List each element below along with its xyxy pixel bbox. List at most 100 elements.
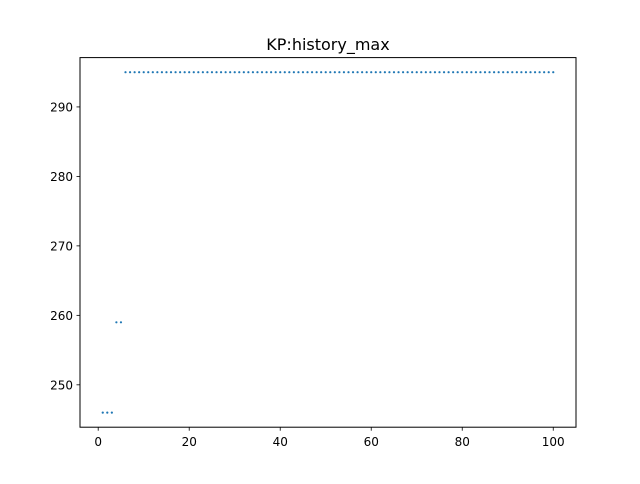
data-point	[370, 71, 373, 74]
data-point	[192, 71, 195, 74]
data-point	[270, 71, 273, 74]
x-tick-label: 60	[364, 435, 379, 449]
data-point	[229, 71, 232, 74]
data-point	[479, 71, 482, 74]
data-point	[511, 71, 514, 74]
data-point	[529, 71, 532, 74]
data-point	[492, 71, 496, 74]
data-point	[452, 71, 455, 74]
data-point	[165, 71, 168, 74]
data-point	[397, 71, 400, 74]
data-point	[320, 71, 323, 74]
data-point	[415, 71, 418, 74]
data-point	[538, 71, 541, 74]
data-point	[288, 71, 291, 74]
data-point	[283, 71, 286, 74]
data-point	[533, 71, 537, 74]
data-point	[547, 71, 550, 74]
data-point	[310, 71, 314, 74]
data-point	[174, 71, 177, 74]
data-point	[119, 321, 123, 324]
data-point	[201, 71, 204, 74]
data-point	[315, 71, 318, 74]
x-tick-label: 40	[273, 435, 288, 449]
data-point	[442, 71, 446, 74]
data-point	[179, 71, 182, 74]
data-point	[342, 71, 346, 74]
data-point	[401, 71, 405, 74]
y-tick-label: 270	[50, 239, 73, 253]
data-point	[324, 71, 327, 74]
data-point	[502, 71, 505, 74]
data-point	[488, 71, 491, 74]
data-point	[301, 71, 305, 74]
data-point	[242, 71, 245, 74]
data-point	[106, 411, 109, 414]
data-point	[260, 71, 264, 74]
data-point	[497, 71, 500, 74]
data-point	[128, 71, 132, 74]
data-point	[361, 71, 364, 74]
data-point	[256, 71, 259, 74]
data-point	[338, 71, 341, 74]
data-point	[224, 71, 227, 74]
data-point	[306, 71, 309, 74]
data-point	[247, 71, 250, 74]
data-point	[188, 71, 191, 74]
data-point	[138, 71, 141, 74]
y-tick-label: 280	[50, 170, 73, 184]
data-point	[515, 71, 518, 74]
data-point	[474, 71, 477, 74]
x-tick-label: 0	[94, 435, 102, 449]
data-point	[470, 71, 473, 74]
data-point	[351, 71, 355, 74]
data-point	[251, 71, 255, 74]
data-point	[406, 71, 409, 74]
y-tick-label: 260	[50, 309, 73, 323]
data-point	[461, 71, 464, 74]
data-point	[329, 71, 332, 74]
data-point	[115, 321, 118, 324]
data-point	[238, 71, 241, 74]
data-point	[219, 71, 223, 74]
data-point	[206, 71, 209, 74]
data-point	[433, 71, 437, 74]
data-point	[142, 71, 145, 74]
data-point	[456, 71, 459, 74]
data-point	[524, 71, 528, 74]
y-tick-label: 290	[50, 100, 73, 114]
y-axis-ticks: 250 260 270 280 290	[50, 100, 80, 392]
plot-area-frame	[79, 57, 577, 428]
data-point	[374, 71, 377, 74]
data-point	[197, 71, 200, 74]
data-point	[124, 71, 127, 74]
data-point	[365, 71, 368, 74]
data-point	[274, 71, 277, 74]
data-point	[156, 71, 159, 74]
data-point	[483, 71, 487, 74]
data-point	[379, 71, 382, 74]
data-point	[183, 71, 186, 74]
data-point	[429, 71, 432, 74]
data-point	[151, 71, 154, 74]
x-axis-ticks: 0 20 40 60 80 100	[94, 427, 565, 449]
data-point	[133, 71, 136, 74]
data-point	[424, 71, 427, 74]
data-point	[552, 71, 555, 74]
data-point	[392, 71, 396, 74]
data-point	[520, 71, 523, 74]
chart-title: KP:history_max	[266, 35, 389, 55]
x-tick-label: 80	[455, 435, 470, 449]
data-point	[265, 71, 268, 74]
data-point	[147, 71, 150, 74]
x-tick-label: 20	[182, 435, 197, 449]
data-point	[383, 71, 386, 74]
data-point	[297, 71, 300, 74]
data-point	[160, 71, 164, 74]
data-point	[215, 71, 218, 74]
x-tick-label: 100	[542, 435, 565, 449]
data-point	[447, 71, 450, 74]
data-point	[233, 71, 236, 74]
data-points	[101, 71, 555, 414]
